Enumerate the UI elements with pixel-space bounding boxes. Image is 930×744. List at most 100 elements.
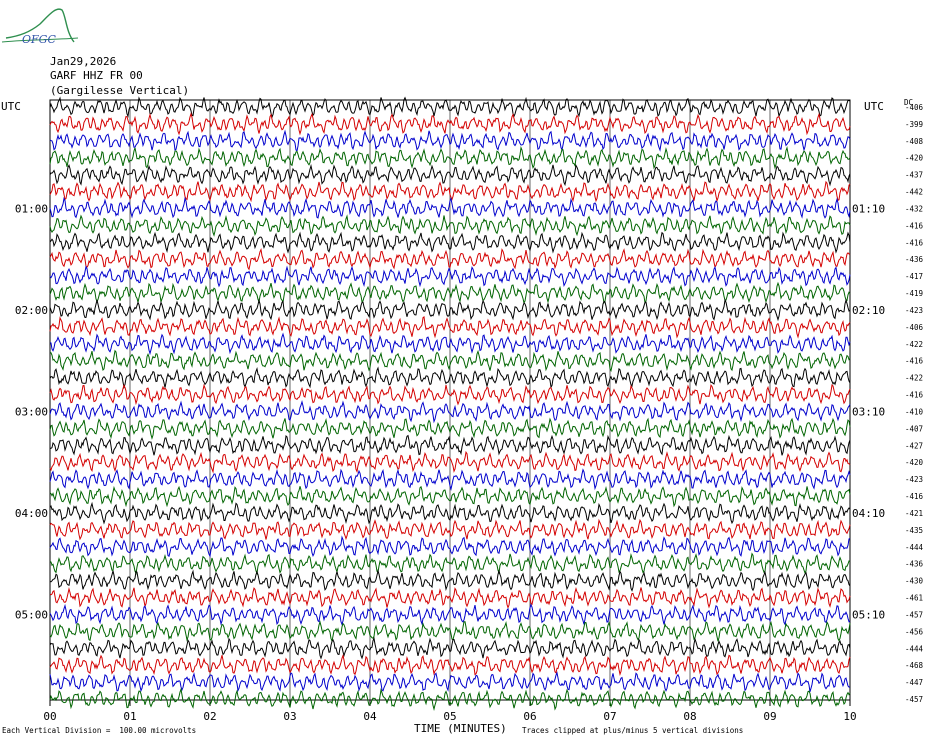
- dc-offset-label: -416: [905, 357, 924, 366]
- dc-offset-label: -444: [905, 543, 924, 552]
- seismic-trace: [49, 281, 851, 305]
- dc-offset-label: -419: [905, 289, 923, 298]
- dc-label: DC: [904, 98, 914, 107]
- x-tick-label: 06: [523, 710, 536, 723]
- seismic-trace: [49, 265, 851, 288]
- seismic-trace: [49, 248, 851, 271]
- seismic-trace: [49, 687, 851, 711]
- seismic-trace: [49, 568, 851, 592]
- seismic-trace: [49, 518, 851, 541]
- seismic-trace: [49, 163, 851, 187]
- ofgc-logo: OFGC: [1, 8, 79, 46]
- x-tick-label: 10: [843, 710, 856, 723]
- dc-offset-label: -406: [905, 103, 924, 112]
- seismic-trace: [49, 636, 851, 660]
- dc-offset-label: -457: [905, 695, 923, 704]
- dc-offset-label: -422: [905, 340, 923, 349]
- dc-offset-label: -423: [905, 475, 923, 484]
- right-hour-label: 01:10: [852, 202, 885, 215]
- dc-offset-label: -416: [905, 238, 924, 247]
- seismic-trace: [49, 434, 851, 456]
- dc-offset-label: -399: [905, 120, 923, 129]
- seismic-trace: [49, 620, 851, 643]
- seismic-trace: [49, 383, 851, 406]
- seismic-trace: [49, 196, 851, 219]
- logo-text: OFGC: [22, 33, 56, 46]
- x-tick-label: 00: [43, 710, 56, 723]
- seismic-trace: [49, 129, 851, 152]
- record-date: Jan29,2026: [50, 55, 117, 68]
- seismic-trace: [49, 671, 851, 693]
- seismic-trace: [49, 112, 851, 136]
- dc-offset-label: -416: [905, 221, 924, 230]
- dc-offset-label: -436: [905, 560, 924, 569]
- x-tick-label: 08: [683, 710, 696, 723]
- seismic-trace: [49, 552, 851, 576]
- x-tick-label: 09: [763, 710, 776, 723]
- dc-offset-label: -432: [905, 204, 923, 213]
- dc-offset-label: -407: [905, 424, 923, 433]
- seismic-trace: [49, 535, 851, 558]
- dc-offset-label: -416: [905, 492, 924, 501]
- left-utc-label: UTC: [1, 100, 21, 113]
- station-location: (Gargilesse Vertical): [50, 84, 190, 97]
- right-utc-label: UTC: [864, 100, 884, 113]
- right-hour-label: 03:10: [852, 405, 885, 418]
- left-hour-label: 01:00: [15, 202, 48, 215]
- x-tick-label: 02: [203, 710, 216, 723]
- seismic-trace: [49, 485, 851, 508]
- seismic-trace: [49, 214, 851, 237]
- dc-offset-label: -410: [905, 407, 924, 416]
- seismic-trace: [49, 653, 851, 677]
- seismic-trace: [49, 400, 851, 424]
- seismic-trace: [49, 417, 851, 440]
- dc-offset-label: -416: [905, 391, 924, 400]
- dc-offset-label: -421: [905, 509, 923, 518]
- dc-offset-label: -447: [905, 678, 923, 687]
- x-tick-label: 07: [603, 710, 616, 723]
- dc-offset-label: -422: [905, 374, 923, 383]
- seismic-trace: [49, 366, 851, 389]
- seismic-trace: [49, 315, 851, 339]
- right-hour-label: 02:10: [852, 304, 885, 317]
- scale-note: Each Vertical Division = 100.00 microvol…: [2, 726, 197, 735]
- seismic-trace: [49, 450, 851, 474]
- left-hour-label: 05:00: [15, 608, 48, 621]
- seismic-trace: [49, 603, 851, 626]
- x-tick-label: 05: [443, 710, 456, 723]
- clip-note: Traces clipped at plus/minus 5 vertical …: [522, 726, 744, 735]
- left-hour-label: 02:00: [15, 304, 48, 317]
- seismic-trace: [49, 586, 851, 609]
- x-axis-title: TIME (MINUTES): [414, 722, 507, 735]
- dc-offset-label: -468: [905, 661, 924, 670]
- x-tick-label: 03: [283, 710, 296, 723]
- seismic-trace: [49, 468, 851, 491]
- seismic-trace: [49, 349, 851, 373]
- dc-offset-label: -444: [905, 644, 924, 653]
- x-tick-label: 04: [363, 710, 377, 723]
- dc-offset-label: -420: [905, 154, 924, 163]
- left-hour-label: 03:00: [15, 405, 48, 418]
- station-code: GARF HHZ FR 00: [50, 69, 143, 82]
- seismic-trace: [49, 231, 851, 254]
- dc-offset-label: -430: [905, 577, 924, 586]
- dc-offset-label: -457: [905, 610, 923, 619]
- seismic-trace: [49, 332, 851, 356]
- dc-offset-label: -408: [905, 137, 924, 146]
- dc-offset-label: -420: [905, 458, 924, 467]
- dc-offset-label: -427: [905, 441, 923, 450]
- seismic-trace: [49, 298, 851, 322]
- dc-offset-label: -435: [905, 526, 923, 535]
- dc-offset-label: -423: [905, 306, 923, 315]
- dc-offset-label: -456: [905, 627, 924, 636]
- seismic-trace: [49, 180, 851, 203]
- dc-offset-label: -461: [905, 594, 923, 603]
- dc-offset-label: -436: [905, 255, 924, 264]
- dc-offset-label: -417: [905, 272, 923, 281]
- dc-offset-label: -406: [905, 323, 924, 332]
- seismic-trace: [49, 145, 851, 170]
- dc-offset-label: -442: [905, 188, 923, 197]
- seismic-trace: [49, 96, 851, 119]
